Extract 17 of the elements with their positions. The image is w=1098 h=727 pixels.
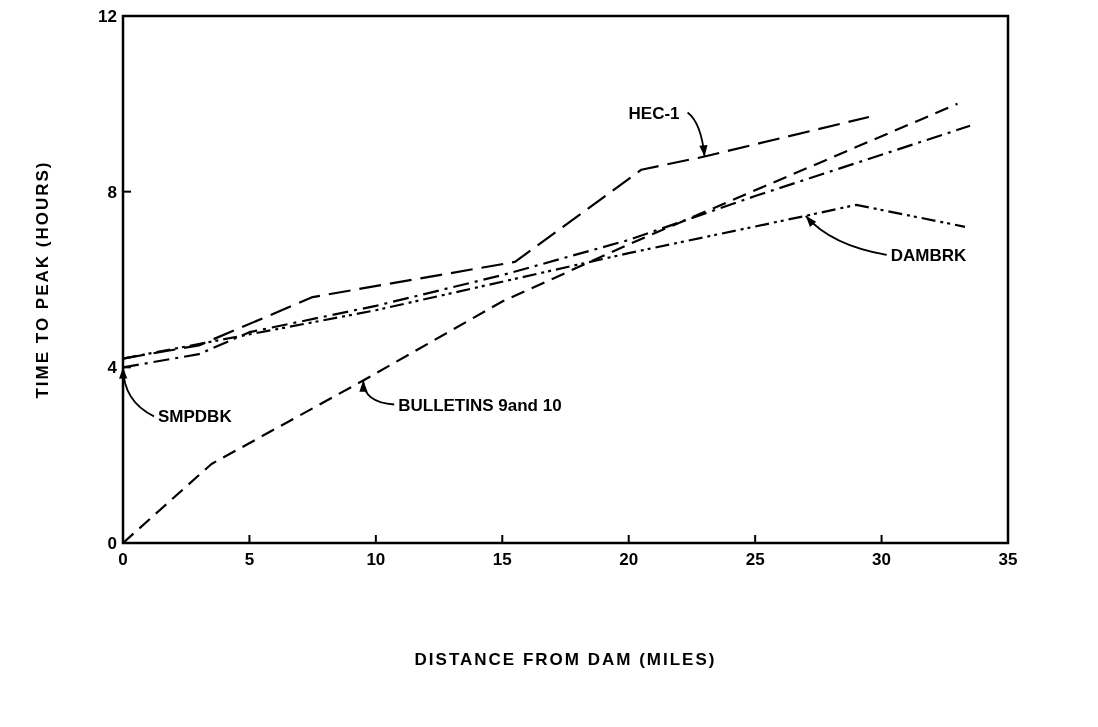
text: HEC-1 [628,103,680,123]
y-tick-label: 0 [107,534,117,553]
x-tick-label: 30 [872,550,892,569]
x-axis-title: DISTANCE FROM DAM (MILES) [414,650,717,669]
series-label: BULLETINS 9and 10 [398,395,562,415]
x-tick-label: 25 [745,550,765,569]
x-tick-label: 10 [366,550,386,569]
y-tick-label: 12 [98,7,117,26]
x-tick-label: 15 [492,550,512,569]
y-tick-label: 8 [107,182,117,202]
x-tick-label: 20 [619,550,639,569]
series-label: DAMBRK [890,245,967,265]
x-tick-label: 5 [244,550,255,569]
text: SMPDBK [158,407,233,427]
y-axis-title: TIME TO PEAK (HOURS) [33,160,52,399]
y-tick-label: 4 [107,358,118,378]
x-tick-label: 35 [998,550,1018,569]
